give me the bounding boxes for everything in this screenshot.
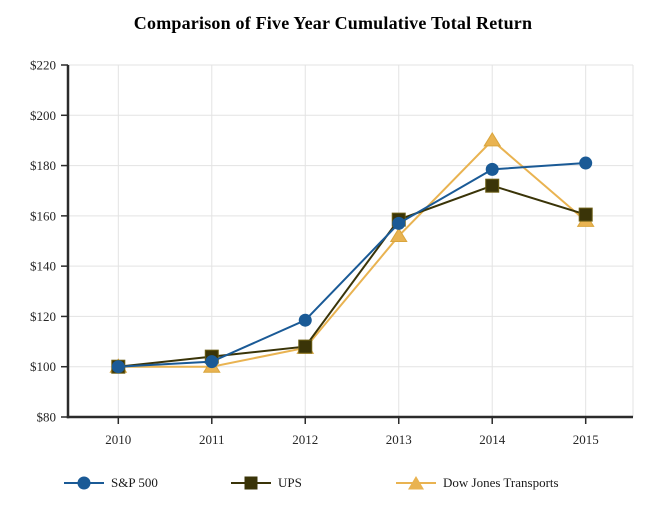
y-tick-label: $180	[30, 158, 56, 173]
dow-jones-transports-marker	[483, 131, 502, 147]
chart-plot-area: $80 $100 $120 $140 $160 $180 $200 $220 2010 2011 2…	[30, 58, 634, 447]
s-p-500-marker	[111, 360, 125, 374]
legend-label-ups: UPS	[278, 475, 302, 490]
x-tick-label: 2010	[105, 432, 131, 447]
x-tick-label: 2012	[292, 432, 318, 447]
x-tick-label: 2014	[479, 432, 506, 447]
djt-legend-marker-icon	[396, 476, 436, 490]
y-tick-label: $100	[30, 359, 56, 374]
ups-legend-square-icon	[244, 476, 258, 490]
sp500-legend-marker-icon	[64, 476, 104, 490]
djt-legend-triangle-icon	[408, 476, 424, 490]
x-tick-label: 2015	[573, 432, 599, 447]
y-tick-label: $200	[30, 108, 56, 123]
s-p-500-marker	[579, 156, 593, 170]
chart-title: Comparison of Five Year Cumulative Total…	[133, 13, 533, 33]
ups-line	[118, 184, 586, 368]
y-tick-label: $220	[30, 58, 56, 73]
s-p-500-marker	[485, 162, 499, 176]
legend-item-sp500: S&P 500	[64, 472, 158, 494]
y-tick-label: $120	[30, 309, 56, 324]
dow-jones-transports-marker	[389, 227, 408, 242]
ups-legend-marker-icon	[231, 476, 271, 490]
ups-marker	[485, 178, 500, 193]
chart-legend: S&P 500 UPS Dow Jones Transports	[0, 472, 666, 494]
legend-label-djt: Dow Jones Transports	[443, 475, 559, 490]
legend-item-djt: Dow Jones Transports	[396, 472, 559, 494]
s-p-500-marker	[392, 216, 406, 230]
y-tick-label: $80	[37, 410, 57, 425]
s-p-500-marker	[298, 313, 312, 327]
ups-marker	[578, 207, 593, 222]
s-p-500-line	[118, 162, 586, 368]
s-p-500-marker	[205, 355, 219, 369]
y-tick-label: $140	[30, 259, 56, 274]
x-tick-label: 2013	[386, 432, 412, 447]
sp500-legend-circle-icon	[77, 476, 91, 490]
y-tick-label: $160	[30, 208, 56, 223]
legend-item-ups: UPS	[231, 472, 302, 494]
x-tick-label: 2011	[199, 432, 225, 447]
ups-marker	[298, 339, 313, 354]
legend-label-sp500: S&P 500	[111, 475, 158, 490]
dow-jones-transports-line	[118, 139, 587, 368]
